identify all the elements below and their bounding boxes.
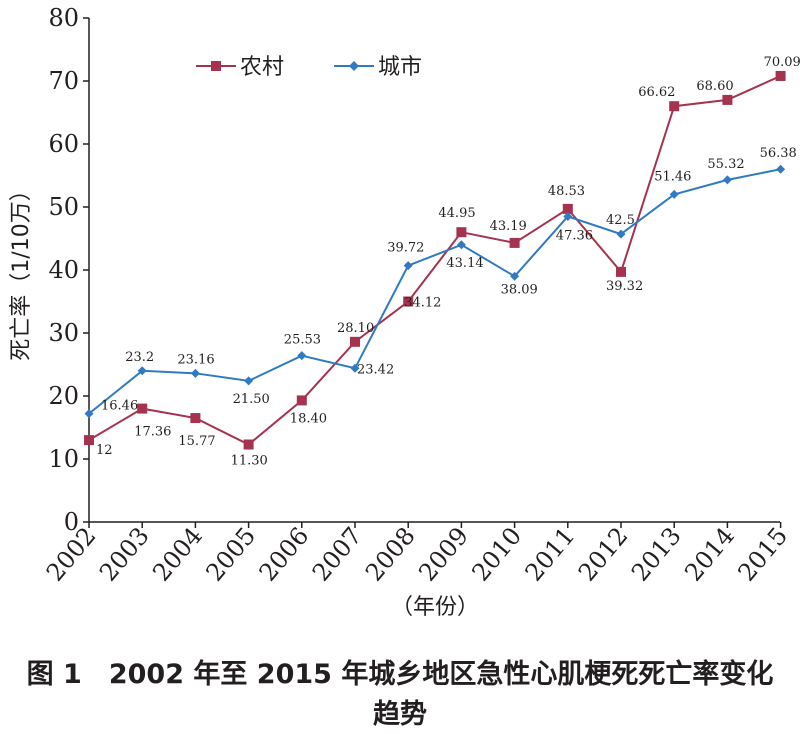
y-tick-label: 80 [48, 4, 79, 32]
legend-item-urban: 城市 [334, 55, 422, 80]
data-label-rural: 18.40 [290, 411, 327, 426]
data-label-rural: 43.19 [490, 219, 527, 234]
data-label-rural: 70.09 [764, 55, 800, 70]
series-rural-point [669, 101, 680, 112]
series-rural-point [137, 403, 148, 414]
data-label-rural: 28.10 [337, 321, 374, 336]
figure-caption: 图 1 2002 年至 2015 年城乡地区急性心肌梗死死亡率变化 [26, 659, 774, 690]
data-label-urban: 23.42 [357, 362, 394, 377]
x-tick-label: 2014 [679, 522, 740, 587]
series-urban-point [403, 261, 413, 271]
data-label-urban: 21.50 [233, 392, 270, 407]
x-tick-label: 2005 [200, 522, 261, 587]
x-tick-label: 2002 [41, 522, 102, 587]
legend-rural-label: 农村 [240, 55, 284, 80]
data-label-rural: 12 [96, 443, 113, 458]
x-tick-label: 2011 [520, 522, 581, 587]
data-label-urban: 25.53 [284, 333, 321, 348]
x-tick-label: 2015 [732, 522, 793, 587]
legend-urban-marker [349, 61, 359, 71]
series-rural-point [456, 227, 467, 238]
x-tick-label: 2008 [360, 522, 421, 587]
series-urban-point [616, 229, 626, 239]
series-rural-point [190, 413, 201, 424]
series-urban-point [84, 409, 94, 419]
series-layer [84, 70, 786, 450]
data-label-urban: 47.36 [556, 228, 593, 243]
series-rural-point [243, 439, 254, 450]
series-rural [84, 70, 786, 450]
y-tick-label: 60 [48, 130, 79, 158]
series-rural-point [722, 94, 733, 105]
series-rural-point [350, 336, 360, 347]
series-rural-line [88, 75, 782, 446]
series-rural-point [403, 296, 414, 307]
series-rural-point [775, 70, 786, 81]
legend-urban-label: 城市 [378, 55, 422, 80]
series-urban-point [456, 240, 466, 250]
x-tick-label: 2003 [94, 522, 155, 587]
data-label-urban: 23.2 [125, 350, 154, 365]
series-urban-point [563, 211, 573, 221]
x-axis-title: （年份） [391, 595, 479, 620]
x-tick-label: 2012 [573, 522, 634, 587]
series-urban-point [722, 175, 732, 185]
y-axis-title: 死亡率（1/10万） [9, 179, 34, 360]
legend-rural-marker [211, 61, 221, 71]
data-label-urban: 39.72 [387, 241, 424, 256]
series-urban-point [297, 351, 307, 361]
series-urban-point [669, 189, 679, 199]
legend-item-rural: 农村 [196, 55, 284, 80]
series-urban-line [88, 168, 781, 415]
y-tick-label: 40 [48, 256, 79, 284]
data-label-rural: 34.12 [404, 296, 441, 311]
data-label-rural: 39.32 [606, 279, 643, 294]
series-urban-point [244, 376, 254, 386]
data-label-rural: 11.30 [231, 454, 268, 469]
data-label-rural: 66.62 [638, 85, 675, 100]
x-tick-label: 2010 [466, 522, 527, 587]
data-labels: 12 17.36 15.77 11.30 18.40 28.10 34.12 44.95 43.… [96, 55, 800, 469]
y-tick-label: 70 [48, 67, 79, 95]
data-label-rural: 44.95 [438, 206, 475, 221]
y-tick-label: 50 [48, 193, 79, 221]
series-rural-point [84, 435, 94, 446]
y-tick-label: 10 [48, 445, 79, 473]
figure-caption-continued: 趋势 [373, 699, 427, 730]
x-axis-ticks: 2002200320042005200620072008200920102011… [41, 522, 793, 587]
data-label-urban: 16.46 [101, 399, 138, 414]
series-urban-point [510, 271, 520, 281]
data-label-urban: 23.16 [177, 352, 214, 367]
data-label-rural: 48.53 [548, 184, 585, 199]
series-rural-point [296, 395, 307, 406]
data-label-urban: 56.38 [760, 146, 797, 161]
x-tick-label: 2006 [254, 522, 315, 587]
legend: 农村 城市 [196, 55, 422, 80]
data-label-urban: 55.32 [707, 157, 744, 172]
data-label-urban: 38.09 [501, 282, 538, 297]
data-label-urban: 51.46 [654, 169, 691, 184]
data-label-urban: 43.14 [446, 256, 483, 271]
y-tick-label: 0 [64, 508, 79, 536]
data-label-urban: 42.5 [606, 213, 635, 228]
y-tick-label: 20 [48, 382, 79, 410]
x-tick-label: 2007 [307, 522, 368, 587]
x-tick-label: 2009 [413, 522, 474, 587]
series-urban-point [350, 363, 360, 373]
x-tick-label: 2013 [626, 522, 687, 587]
y-axis-ticks: 0 10 20 30 40 50 60 70 80 [48, 4, 89, 536]
series-urban-point [190, 368, 200, 378]
y-tick-label: 30 [48, 319, 79, 347]
series-rural-point [509, 237, 520, 248]
data-label-rural: 15.77 [178, 434, 215, 449]
series-urban-point [137, 366, 147, 376]
series-urban [84, 164, 786, 419]
data-label-rural: 17.36 [134, 425, 171, 440]
series-rural-point [616, 266, 626, 277]
series-rural-point [562, 203, 573, 214]
x-tick-label: 2004 [147, 522, 208, 587]
series-urban-point [776, 164, 786, 174]
data-label-rural: 68.60 [696, 79, 733, 94]
